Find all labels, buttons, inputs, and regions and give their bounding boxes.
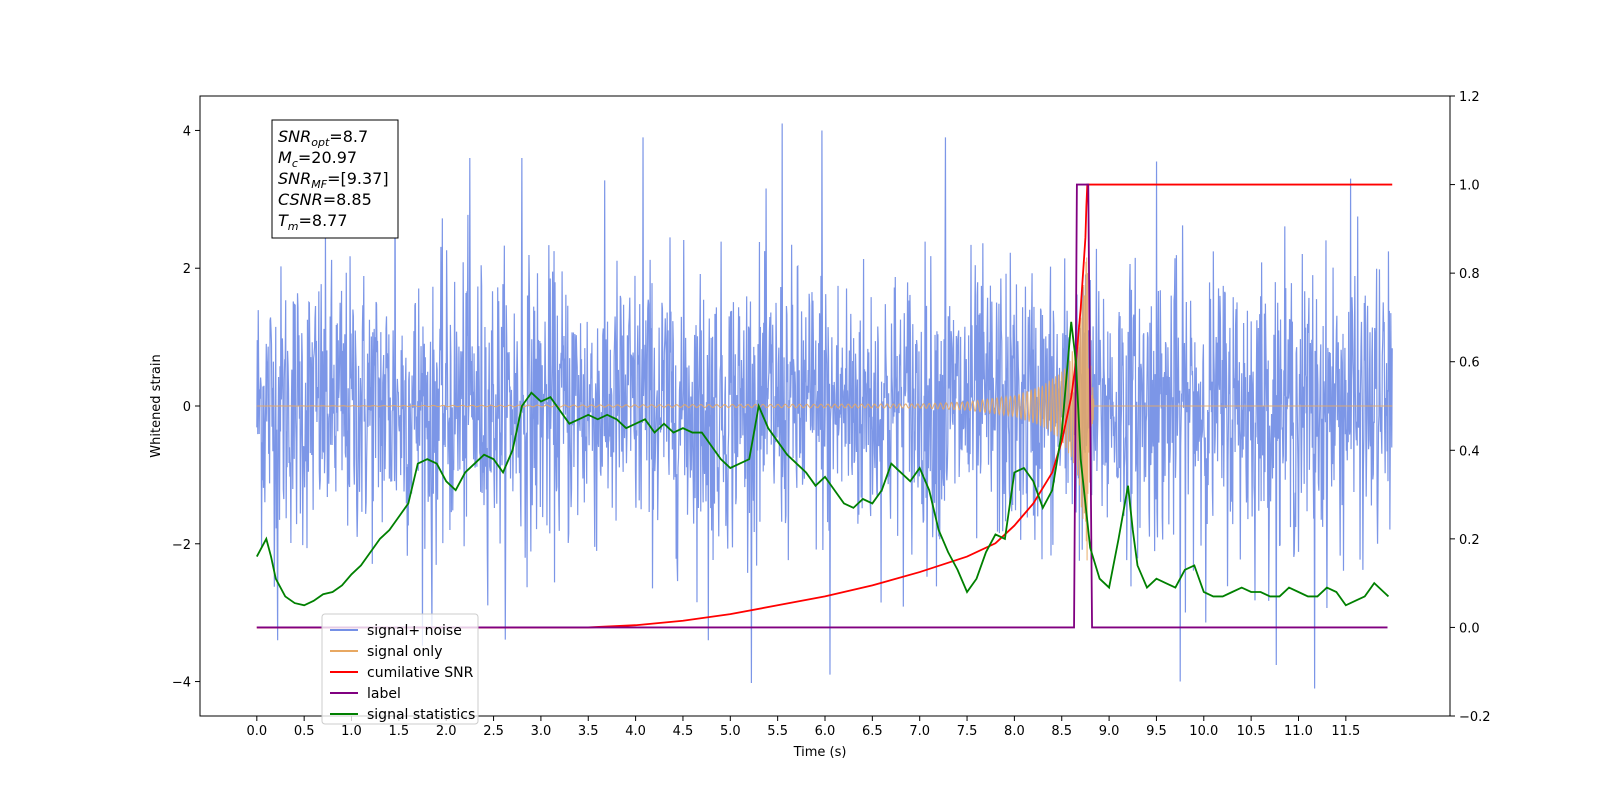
x-tick-label: 7.0 xyxy=(909,724,930,739)
series-layer xyxy=(256,123,1393,689)
x-tick-label: 10.0 xyxy=(1189,724,1218,739)
y-right-tick-label: 0.2 xyxy=(1459,533,1480,548)
y-right-tick-label: 0.6 xyxy=(1459,356,1480,371)
x-axis-label: Time (s) xyxy=(793,745,847,760)
legend-label: cumilative SNR xyxy=(367,665,474,681)
x-tick-label: 4.5 xyxy=(673,724,694,739)
annotation-line: CSNR=8.85 xyxy=(278,190,372,209)
x-tick-label: 3.5 xyxy=(578,724,599,739)
x-tick-label: 1.5 xyxy=(389,724,410,739)
y-axis-right-ticks: −0.2 0.0 0.2 0.4 0.6 0.8 1.0 1.2 xyxy=(1450,90,1491,725)
x-tick-label: 9.5 xyxy=(1146,724,1167,739)
x-tick-label: 10.5 xyxy=(1237,724,1266,739)
legend-label: signal statistics xyxy=(367,707,475,723)
x-tick-label: 6.0 xyxy=(815,724,836,739)
annotation-line: Tm=8.77 xyxy=(278,211,348,233)
x-tick-label: 9.0 xyxy=(1099,724,1120,739)
series-signal-noise xyxy=(256,123,1393,689)
y-right-tick-label: 1.2 xyxy=(1459,90,1480,105)
y-right-tick-label: −0.2 xyxy=(1459,710,1491,725)
y-axis-label: Whitened strain xyxy=(149,354,164,457)
x-tick-label: 5.0 xyxy=(720,724,741,739)
x-tick-label: 0.0 xyxy=(246,724,267,739)
y-left-tick-label: 2 xyxy=(183,262,191,277)
y-right-tick-label: 0.4 xyxy=(1459,444,1480,459)
x-tick-label: 8.5 xyxy=(1051,724,1072,739)
x-axis-ticks: 0.0 0.5 1.0 1.5 2.0 2.5 3.0 3.5 4.0 4.5 5.0 5.5 6.0 6… xyxy=(246,716,1360,739)
x-tick-label: 8.0 xyxy=(1004,724,1025,739)
annotation-frame xyxy=(271,119,399,239)
legend-label: label xyxy=(367,686,401,702)
y-left-tick-label: −4 xyxy=(172,676,191,691)
legend-frame xyxy=(321,613,479,725)
x-tick-label: 2.0 xyxy=(436,724,457,739)
x-tick-label: 11.0 xyxy=(1284,724,1313,739)
x-tick-label: 1.0 xyxy=(341,724,362,739)
x-tick-label: 3.0 xyxy=(531,724,552,739)
legend-label: signal+ noise xyxy=(367,623,462,639)
legend-label: signal only xyxy=(367,644,442,660)
x-tick-label: 2.5 xyxy=(483,724,504,739)
y-right-tick-label: 1.0 xyxy=(1459,179,1480,194)
annotation-line: SNRMF=[9.37] xyxy=(278,169,389,191)
series-signal-statistics xyxy=(256,321,1390,607)
y-right-tick-label: 0.8 xyxy=(1459,267,1480,282)
series-signal-only xyxy=(256,257,1393,561)
x-tick-label: 0.5 xyxy=(294,724,315,739)
annotation-line: Mc=20.97 xyxy=(278,148,357,170)
x-tick-label: 5.5 xyxy=(767,724,788,739)
x-tick-label: 6.5 xyxy=(862,724,883,739)
legend-items: signal+ noise signal only cumilative SNR la… xyxy=(330,623,475,723)
y-axis-left-ticks: −4 −2 0 2 4 xyxy=(172,124,200,691)
y-left-tick-label: 4 xyxy=(183,124,191,139)
series-cumilative-snr xyxy=(256,183,1393,629)
y-left-tick-label: −2 xyxy=(172,538,191,553)
y-right-tick-label: 0.0 xyxy=(1459,621,1480,636)
legend: signal+ noise signal only cumilative SNR la… xyxy=(321,613,479,725)
y-left-tick-label: 0 xyxy=(183,400,191,415)
annotation-line: SNRopt=8.7 xyxy=(278,127,368,149)
x-tick-label: 7.5 xyxy=(957,724,978,739)
x-tick-label: 4.0 xyxy=(625,724,646,739)
x-tick-label: 11.5 xyxy=(1331,724,1360,739)
